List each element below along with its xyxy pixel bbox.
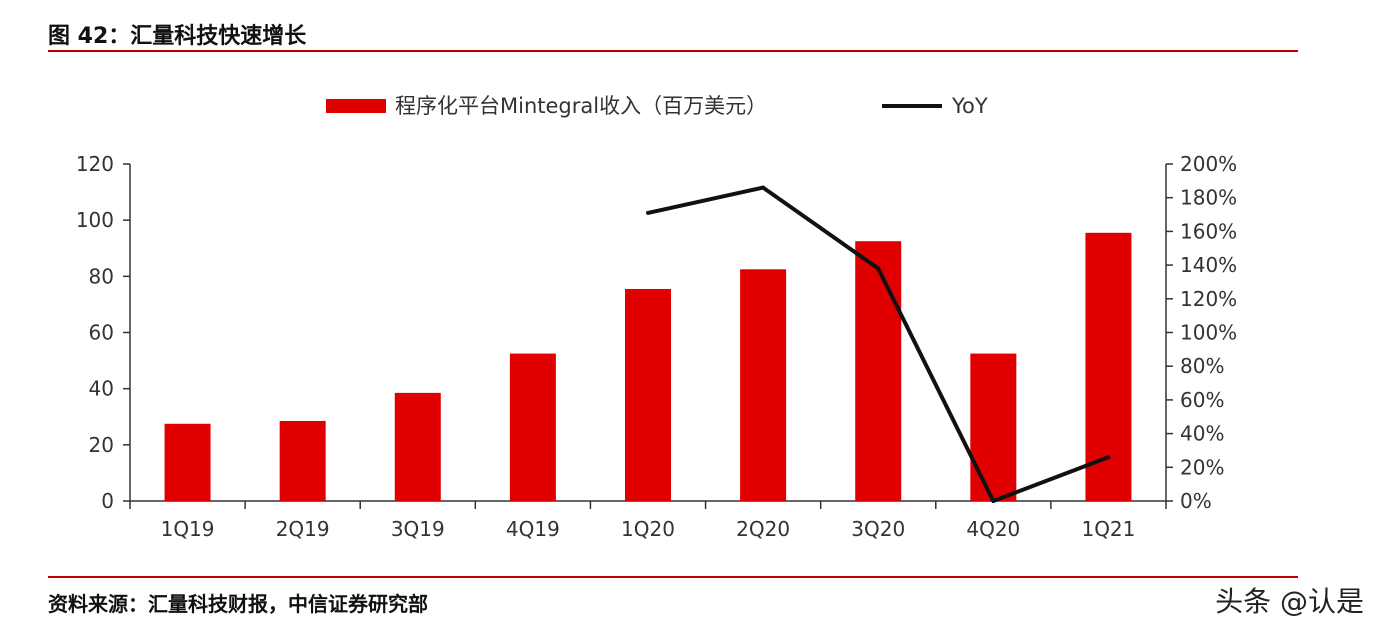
y-left-tick-label: 120: [76, 152, 114, 176]
y-left-tick-label: 60: [89, 321, 114, 345]
axes: 0 20 40 60 80 100 120 0% 20% 40% 60% 80% 100% 120% 140…: [76, 152, 1237, 541]
x-tick-label: 4Q19: [506, 517, 560, 541]
y-right-tick-label: 180%: [1180, 186, 1237, 210]
y-left-tick-label: 40: [89, 377, 114, 401]
legend-bar-label: 程序化平台Mintegral收入（百万美元）: [395, 94, 767, 118]
x-tick-label: 3Q19: [391, 517, 445, 541]
x-tick-label: 4Q20: [966, 517, 1020, 541]
yoy-point: [761, 185, 766, 190]
yoy-point: [991, 499, 996, 503]
y-left-tick-label: 20: [89, 433, 114, 457]
line-series: [646, 185, 1111, 503]
bar: [625, 288, 671, 501]
y-left-tick-label: 80: [89, 264, 114, 288]
x-tick-label: 2Q20: [736, 517, 790, 541]
yoy-point: [876, 266, 881, 271]
legend-line-label: YoY: [951, 94, 988, 118]
y-right-tick-label: 160%: [1180, 219, 1237, 243]
y-right-tick-label: 100%: [1180, 321, 1237, 345]
source-note: 资料来源：汇量科技财报，中信证券研究部: [48, 592, 428, 616]
y-right-tick-label: 120%: [1180, 287, 1237, 311]
x-tick-label: 1Q19: [161, 517, 215, 541]
y-right-tick-label: 40%: [1180, 422, 1224, 446]
bar: [279, 420, 326, 501]
y-left-tick-label: 0: [101, 489, 114, 513]
x-tick-label: 2Q19: [276, 517, 330, 541]
yoy-point: [1106, 455, 1111, 460]
y-right-tick-label: 60%: [1180, 388, 1224, 412]
y-right-tick-label: 0%: [1180, 489, 1212, 513]
x-tick-label: 3Q20: [851, 517, 905, 541]
bar-series: [164, 232, 1132, 501]
x-tick-label: 1Q21: [1081, 517, 1135, 541]
y-right-tick-label: 140%: [1180, 253, 1237, 277]
bar: [509, 353, 556, 501]
title-divider: [48, 50, 1298, 52]
legend: 程序化平台Mintegral收入（百万美元） YoY: [326, 94, 988, 118]
bar: [164, 423, 211, 501]
y-right-tick-label: 80%: [1180, 354, 1224, 378]
page-title: 图 42：汇量科技快速增长: [48, 24, 307, 49]
bar: [970, 353, 1017, 501]
x-tick-label: 1Q20: [621, 517, 675, 541]
bar: [855, 241, 902, 501]
bar: [740, 269, 787, 501]
bar: [1085, 232, 1132, 501]
y-right-tick-label: 200%: [1180, 152, 1237, 176]
legend-bar-swatch: [326, 99, 386, 113]
y-right-tick-label: 20%: [1180, 455, 1224, 479]
yoy-point: [646, 210, 650, 215]
watermark: 头条 @认是: [1215, 585, 1364, 618]
y-left-tick-label: 100: [76, 208, 114, 232]
bar: [394, 392, 441, 501]
source-divider: [48, 576, 1298, 578]
